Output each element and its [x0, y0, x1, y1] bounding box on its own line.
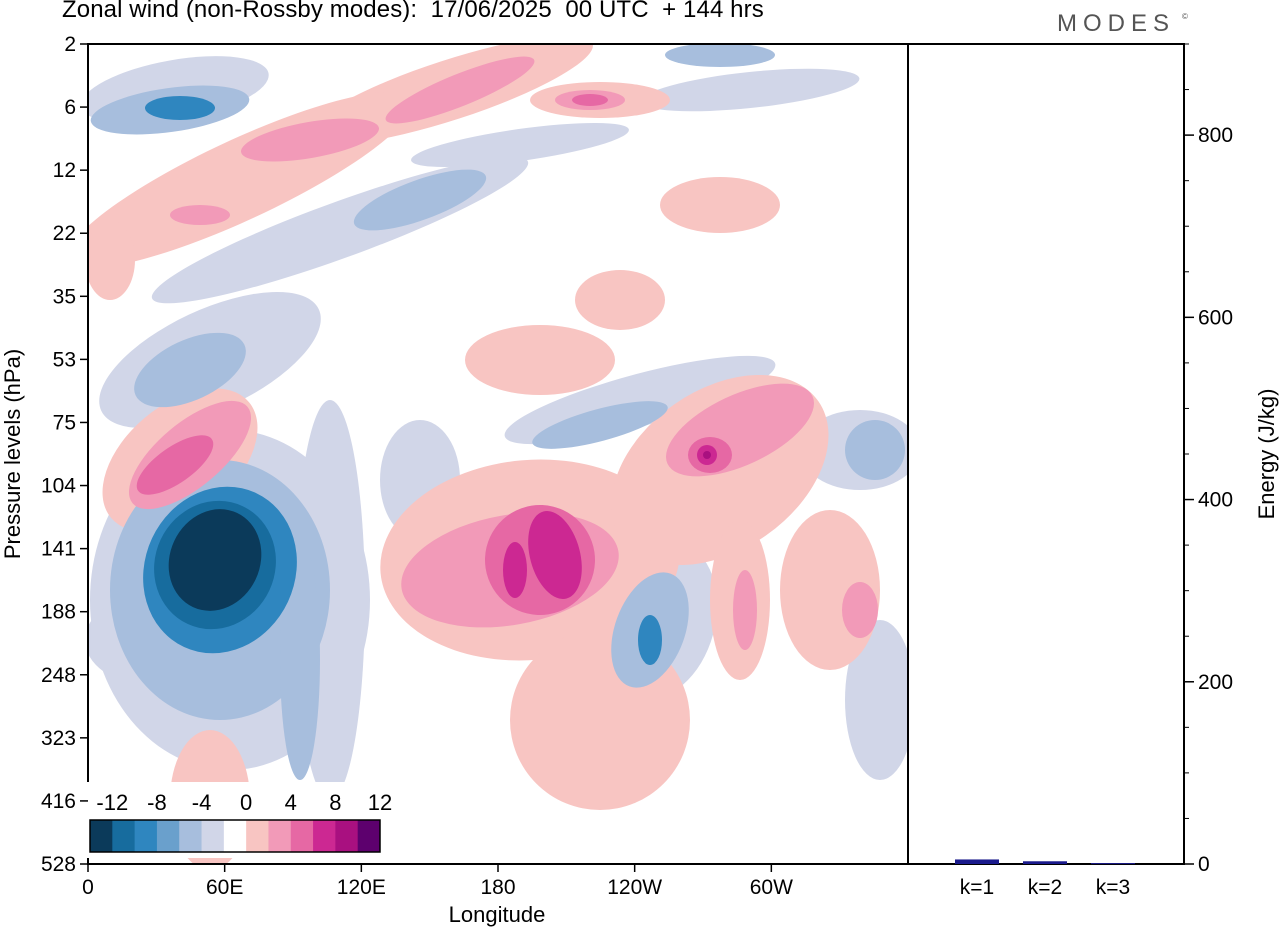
colorbar-label: 4: [285, 790, 297, 815]
x-tick-label: 60E: [206, 876, 243, 899]
y-tick-label: 528: [41, 853, 76, 876]
energy-panel: k=1 k=2 k=3 0 200 400 600 800: [907, 43, 1233, 899]
y-axis-title: Pressure levels (hPa): [0, 349, 25, 559]
y-tick-label: 416: [41, 790, 76, 813]
y-tick-label: 141: [41, 538, 76, 561]
colorbar-swatch: [90, 820, 113, 852]
copyright-mark: ©: [1182, 12, 1188, 21]
energy-tick-label: 800: [1198, 124, 1233, 147]
x-tick-label: 60W: [750, 876, 793, 899]
colorbar-label: 12: [368, 790, 392, 815]
stronger-westerly-core: [503, 445, 717, 599]
map-axes: 0 60E 120E 180 120W 60W 2 6 12 22 35 53 75 104 141 188 2…: [41, 33, 793, 899]
y-tick-label: 2: [64, 33, 76, 56]
x-tick-label: 180: [480, 876, 515, 899]
colorbar-swatch: [246, 820, 269, 852]
modes-logo: MODES: [1057, 10, 1176, 37]
x-tick-label: 120E: [337, 876, 386, 899]
energy-category-label: k=3: [1096, 876, 1130, 899]
y-tick-label: 53: [53, 348, 76, 371]
colorbar: -12 -8 -4 0 4 8 12: [86, 782, 392, 858]
energy-bars: [955, 859, 1135, 865]
energy-axes: k=1 k=2 k=3 0 200 400 600 800: [960, 43, 1233, 899]
colorbar-swatch: [268, 820, 292, 852]
energy-axis-title: Energy (J/kg): [1254, 389, 1279, 520]
colorbar-label: -12: [96, 790, 128, 815]
colorbar-swatch: [156, 820, 180, 852]
y-tick-label: 22: [53, 222, 76, 245]
colorbar-label: 0: [240, 790, 252, 815]
colorbar-swatch: [112, 820, 136, 852]
energy-tick-label: 400: [1198, 489, 1233, 512]
max-westerly-core: [703, 451, 711, 459]
x-tick-label: 0: [82, 876, 94, 899]
y-tick-label: 12: [53, 159, 76, 182]
colorbar-swatch: [179, 820, 203, 852]
x-tick-label: 120W: [607, 876, 662, 899]
colorbar-swatch: [290, 820, 314, 852]
y-tick-label: 104: [41, 475, 76, 498]
colorbar-label: -4: [192, 790, 212, 815]
energy-bar: [1091, 863, 1135, 865]
chart-title: Zonal wind (non-Rossby modes): 17/06/202…: [62, 0, 764, 23]
colorbar-swatch: [201, 820, 225, 852]
colorbar-label: -8: [147, 790, 167, 815]
y-tick-label: 248: [41, 664, 76, 687]
contour-field: [88, 44, 908, 864]
energy-tick-label: 0: [1198, 853, 1210, 876]
y-tick-label: 6: [64, 96, 76, 119]
colorbar-swatch: [335, 820, 359, 852]
colorbar-swatch: [223, 820, 247, 852]
y-tick-label: 35: [53, 285, 76, 308]
colorbar-frame: [89, 819, 381, 853]
max-easterly-core: [168, 509, 262, 611]
energy-bar: [1023, 861, 1067, 864]
colorbar-swatch: [134, 820, 158, 852]
y-tick-label: 323: [41, 727, 76, 750]
energy-category-label: k=1: [960, 876, 994, 899]
hovmoller-panel: [87, 43, 909, 865]
y-tick-label: 75: [53, 411, 76, 434]
energy-tick-label: 600: [1198, 306, 1233, 329]
energy-frame: [907, 43, 1185, 865]
colorbar-label: 8: [329, 790, 341, 815]
energy-bar: [955, 859, 999, 864]
colorbar-swatch: [313, 820, 336, 852]
colorbar-swatch: [357, 820, 381, 852]
x-axis-title: Longitude: [449, 902, 546, 927]
energy-tick-label: 200: [1198, 671, 1233, 694]
energy-category-label: k=2: [1028, 876, 1062, 899]
y-tick-label: 188: [41, 601, 76, 624]
